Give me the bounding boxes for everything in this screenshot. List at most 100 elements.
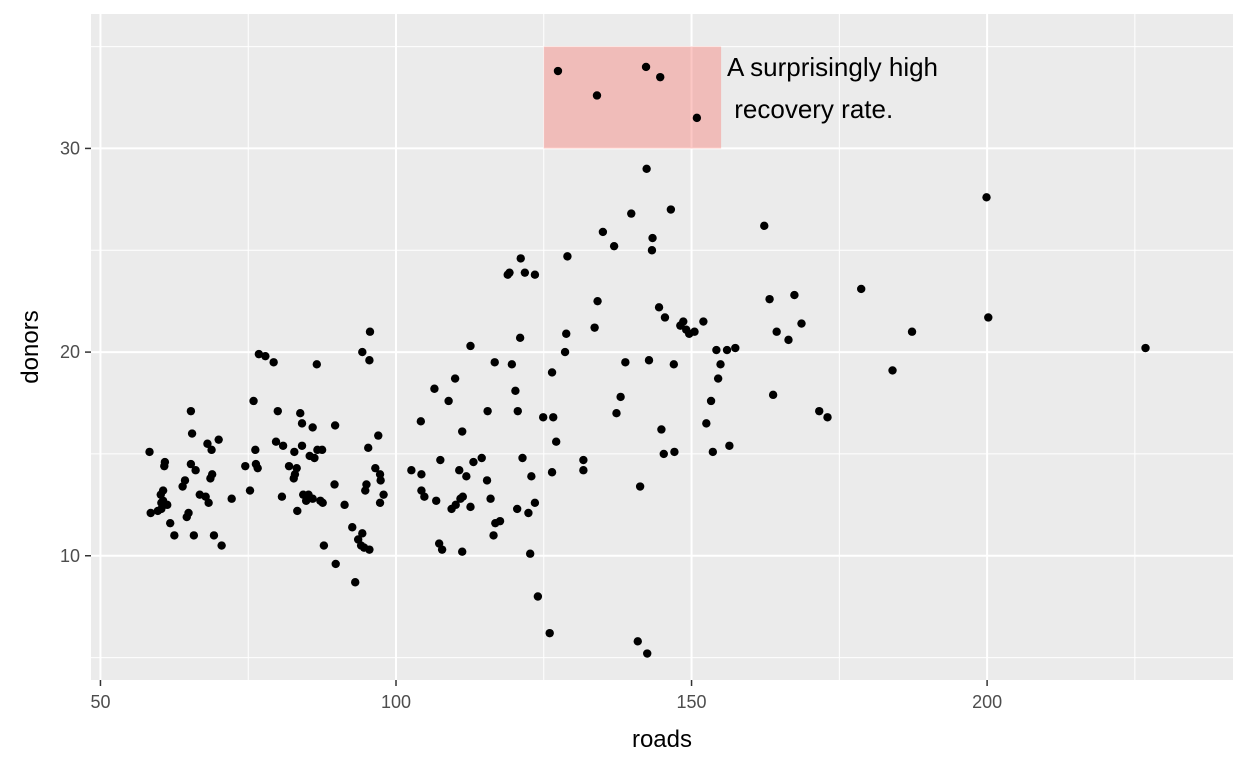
data-point-12 — [170, 531, 179, 540]
data-point-34 — [245, 486, 255, 495]
data-point-10 — [163, 500, 172, 510]
data-point-154 — [616, 392, 625, 402]
data-point-175 — [690, 327, 699, 336]
data-point-4 — [158, 486, 168, 495]
data-point-80 — [364, 443, 373, 453]
major-gridlines — [91, 14, 1233, 680]
data-point-123 — [505, 268, 514, 277]
data-point-90 — [379, 490, 388, 499]
y-axis-title: donors — [17, 310, 44, 383]
data-point-132 — [524, 508, 533, 518]
data-point-24 — [204, 498, 213, 508]
data-point-177 — [702, 419, 711, 428]
data-point-72 — [348, 523, 357, 532]
data-point-127 — [513, 406, 522, 416]
data-point-14 — [180, 476, 190, 485]
data-point-159 — [642, 164, 651, 173]
data-point-134 — [527, 472, 536, 481]
data-point-37 — [251, 445, 260, 455]
data-point-199 — [984, 313, 993, 322]
data-point-21 — [189, 531, 199, 540]
data-point-197 — [907, 327, 917, 336]
data-point-79 — [362, 480, 371, 489]
data-point-25 — [203, 439, 212, 448]
data-point-180 — [712, 345, 721, 355]
data-point-169 — [669, 360, 679, 369]
data-point-110 — [462, 472, 471, 481]
data-point-142 — [549, 413, 558, 422]
data-point-136 — [530, 498, 540, 508]
data-point-203 — [641, 62, 651, 72]
data-point-11 — [166, 518, 175, 528]
axis-ticks — [85, 147, 988, 686]
data-point-168 — [666, 205, 676, 214]
data-point-201 — [553, 66, 563, 76]
data-point-145 — [562, 329, 571, 338]
y-tick-label-2: 30 — [60, 138, 80, 158]
data-point-61 — [312, 360, 321, 369]
data-point-125 — [511, 386, 520, 395]
data-point-160 — [643, 649, 652, 658]
data-point-172 — [679, 317, 688, 326]
data-point-87 — [375, 470, 385, 479]
data-point-200 — [1141, 343, 1150, 353]
y-tick-label-0: 10 — [60, 546, 80, 566]
plot-panel — [91, 14, 1233, 680]
data-point-183 — [722, 345, 732, 355]
data-point-70 — [331, 559, 340, 569]
data-point-181 — [713, 374, 723, 383]
data-point-167 — [660, 313, 670, 322]
data-point-126 — [512, 504, 522, 514]
data-point-165 — [657, 425, 666, 434]
x-tick-label-0: 50 — [90, 692, 110, 712]
data-point-188 — [768, 390, 778, 400]
data-point-64 — [317, 445, 327, 455]
data-point-135 — [530, 270, 540, 279]
data-point-89 — [375, 498, 385, 508]
data-point-88 — [376, 476, 385, 485]
data-point-196 — [888, 366, 897, 375]
data-point-184 — [725, 441, 734, 450]
data-point-193 — [815, 406, 824, 416]
data-point-112 — [466, 502, 475, 512]
data-point-71 — [340, 500, 349, 510]
data-point-19 — [186, 459, 196, 469]
data-point-95 — [420, 492, 429, 501]
data-point-49 — [292, 463, 301, 473]
y-tick-label-1: 20 — [60, 342, 80, 362]
data-point-153 — [612, 408, 621, 418]
data-point-190 — [784, 335, 793, 345]
data-point-93 — [417, 470, 426, 479]
data-point-84 — [365, 327, 375, 336]
data-point-97 — [432, 496, 441, 505]
data-point-141 — [547, 368, 557, 377]
data-point-119 — [490, 358, 499, 367]
data-point-117 — [486, 494, 495, 503]
data-point-40 — [261, 351, 270, 361]
data-point-39 — [254, 349, 264, 359]
data-point-186 — [760, 221, 769, 231]
data-point-50 — [290, 447, 299, 457]
data-point-139 — [545, 628, 554, 638]
data-point-194 — [823, 413, 832, 422]
data-point-83 — [365, 545, 374, 554]
data-point-1 — [146, 508, 155, 518]
data-point-77 — [358, 347, 367, 357]
x-tick-label-2: 150 — [677, 692, 707, 712]
data-point-51 — [293, 506, 302, 516]
data-point-176 — [699, 317, 708, 326]
annotation-line-1: A surprisingly high — [727, 52, 938, 82]
data-point-99 — [436, 455, 445, 465]
data-point-131 — [520, 268, 530, 277]
data-point-38 — [253, 463, 262, 473]
x-axis-title: roads — [632, 726, 692, 753]
data-point-69 — [330, 421, 340, 430]
data-point-158 — [635, 482, 645, 491]
data-point-140 — [547, 468, 557, 477]
data-point-44 — [277, 492, 287, 501]
data-point-106 — [458, 427, 467, 436]
data-point-27 — [207, 470, 217, 479]
data-point-143 — [551, 437, 561, 446]
data-point-0 — [145, 447, 154, 457]
data-point-9 — [157, 504, 166, 514]
